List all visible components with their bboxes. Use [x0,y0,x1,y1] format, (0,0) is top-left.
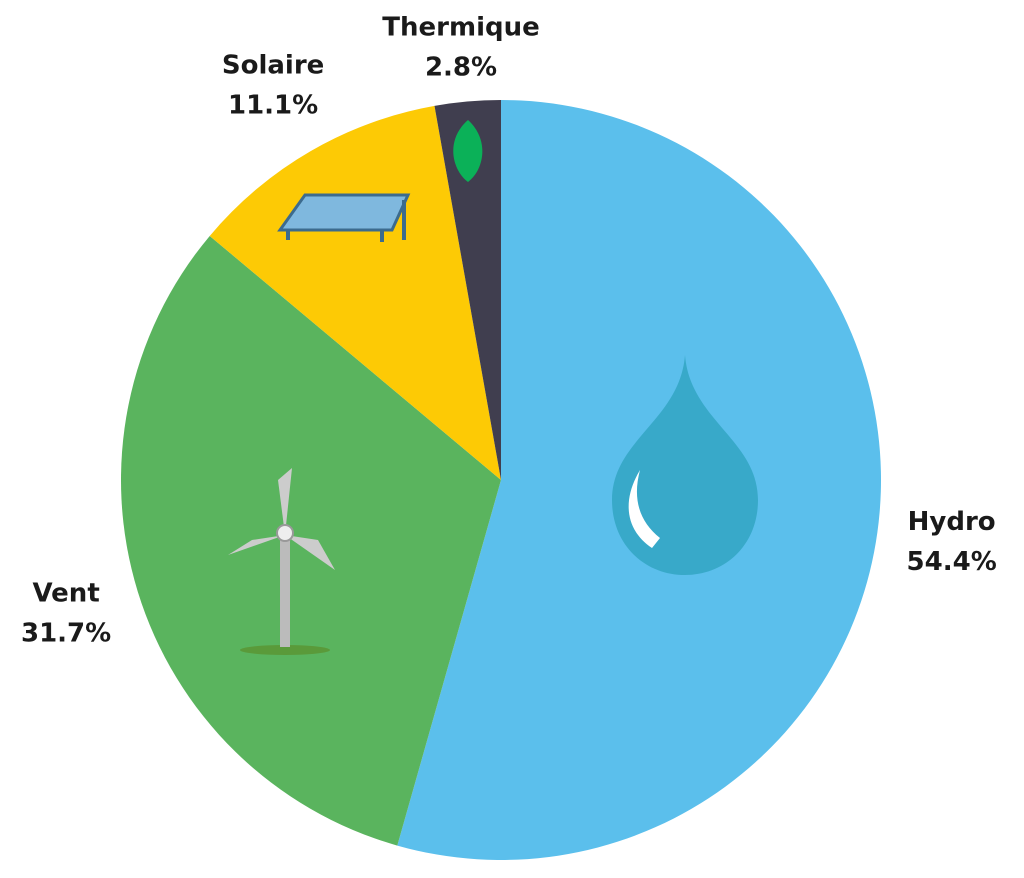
value-label: 11.1% [228,91,318,121]
slice-label: Thermique [382,13,539,43]
value-label: 31.7% [21,618,111,648]
pie-slice [209,105,501,481]
slice-label: Hydro [908,507,996,537]
leaf-icon [453,120,483,182]
value-label: 2.8% [425,53,497,83]
labels: Hydro 54.4% Vent 31.7% Solaire 11.1% Thermique… [21,13,997,649]
wind-turbine-icon [228,468,335,655]
slices [120,100,881,860]
water-drop-icon [612,355,758,575]
solar-panel-icon [277,193,411,242]
slice-label: Vent [32,578,99,608]
pie-slice [434,100,501,480]
icons [228,120,758,655]
value-label: 54.4% [907,547,997,577]
drop-highlight [628,470,660,548]
slice-label: Solaire [222,51,324,81]
